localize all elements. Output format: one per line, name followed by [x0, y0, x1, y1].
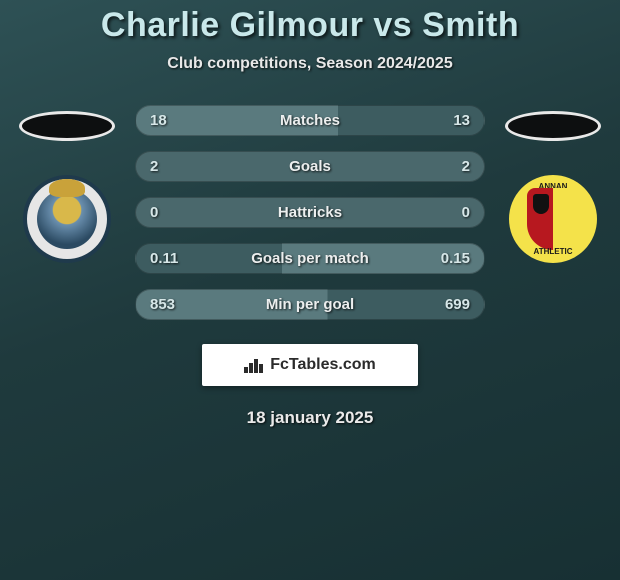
stat-row: 0Hattricks0 [135, 197, 485, 228]
main-row: 18Matches13 2Goals2 0Hattricks0 0.11Goals p… [0, 105, 620, 320]
stat-right-value: 0 [430, 204, 470, 221]
left-player-photo-placeholder [19, 111, 115, 141]
watermark-badge: FcTables.com [202, 344, 418, 386]
page-title: Charlie Gilmour vs Smith [0, 6, 620, 45]
stat-right-value: 13 [430, 112, 470, 129]
stat-row: 853Min per goal699 [135, 289, 485, 320]
stat-right-value: 2 [430, 158, 470, 175]
right-club-crest-icon: ANNAN ATHLETIC [509, 175, 597, 263]
date-label: 18 january 2025 [0, 408, 620, 428]
left-player-col [17, 105, 117, 263]
left-club-crest-icon [23, 175, 111, 263]
stat-row: 2Goals2 [135, 151, 485, 182]
right-player-photo-placeholder [505, 111, 601, 141]
right-crest-inner [527, 188, 579, 250]
stat-row: 0.11Goals per match0.15 [135, 243, 485, 274]
comparison-card: Charlie Gilmour vs Smith Club competitio… [0, 0, 620, 428]
stat-row: 18Matches13 [135, 105, 485, 136]
right-crest-bottom-text: ATHLETIC [513, 247, 593, 256]
stat-right-value: 0.15 [430, 250, 470, 267]
bar-chart-icon [244, 357, 264, 373]
stats-column: 18Matches13 2Goals2 0Hattricks0 0.11Goals p… [135, 105, 485, 320]
subtitle: Club competitions, Season 2024/2025 [0, 55, 620, 73]
right-player-col: ANNAN ATHLETIC [503, 105, 603, 263]
watermark-text: FcTables.com [270, 356, 376, 374]
left-crest-inner [37, 189, 97, 249]
stat-right-value: 699 [430, 296, 470, 313]
